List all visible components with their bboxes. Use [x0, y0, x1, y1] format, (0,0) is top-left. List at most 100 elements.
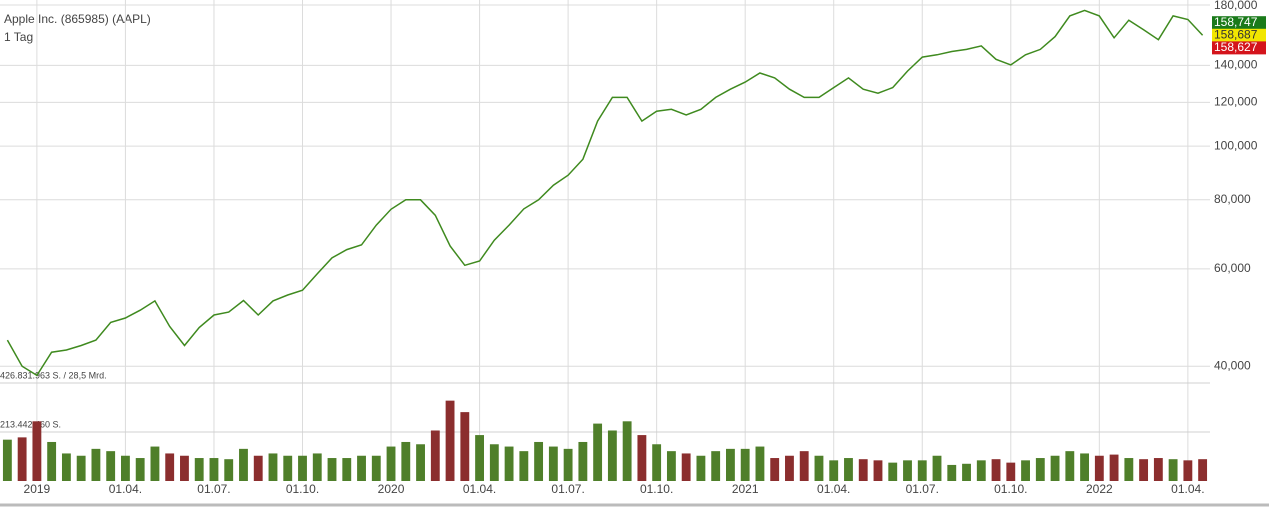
volume-bar [740, 448, 750, 481]
x-tick-label: 01.07. [197, 482, 230, 496]
volume-bar [209, 458, 219, 481]
volume-bar [61, 453, 71, 481]
volume-bar [873, 460, 883, 481]
volume-bar [401, 441, 411, 481]
volume-bar [32, 421, 42, 481]
volume-bar [681, 453, 691, 481]
volume-bar [1035, 458, 1045, 481]
volume-bar [239, 448, 248, 481]
volume-bar [2, 439, 12, 481]
x-tick-label: 01.10. [286, 482, 319, 496]
x-tick-label: 01.10. [994, 482, 1027, 496]
price-label-box [1212, 16, 1266, 30]
x-tick-label: 01.04. [817, 482, 850, 496]
volume-bar [976, 460, 986, 481]
volume-tick-label: 426.831.963 S. / 28,5 Mrd. [0, 370, 107, 380]
volume-bar [342, 458, 352, 481]
volume-bar [696, 455, 706, 481]
volume-bar [1168, 459, 1178, 481]
volume-bar [17, 437, 27, 481]
volume-bar [593, 423, 603, 481]
volume-bar [224, 459, 234, 481]
price-label: 158,627 [1214, 40, 1258, 54]
volume-bar [726, 448, 735, 481]
volume-bar [1124, 458, 1134, 481]
volume-bar [1153, 458, 1163, 481]
price-label: 158,747 [1214, 15, 1258, 29]
x-tick-label: 01.07. [551, 482, 584, 496]
volume-bar [519, 451, 529, 481]
volume-bar [106, 451, 116, 481]
volume-bar [1094, 455, 1104, 481]
price-line [6, 9, 1204, 377]
volume-bar [858, 459, 868, 481]
volume-bar [445, 400, 455, 481]
x-tick-label: 01.04. [1171, 482, 1204, 496]
volume-bar [386, 446, 396, 481]
volume-bar [548, 446, 558, 481]
volume-bar [829, 460, 839, 481]
y-tick-label: 80,000 [1214, 192, 1251, 206]
volume-bar [430, 430, 440, 481]
volume-bar [814, 455, 824, 481]
volume-bar [371, 455, 381, 481]
volume-bar [534, 441, 544, 481]
volume-bar [268, 453, 278, 481]
volume-bar [47, 441, 57, 481]
x-tick-label: 2022 [1086, 482, 1113, 496]
volume-bar [91, 448, 101, 481]
volume-bar [888, 462, 898, 481]
x-tick-label: 01.04. [463, 482, 496, 496]
volume-bar [1139, 459, 1149, 481]
volume-bar [76, 455, 86, 481]
y-tick-label: 100,000 [1214, 138, 1258, 152]
volume-bar [180, 455, 189, 481]
volume-bar [917, 460, 927, 481]
volume-bar [1080, 453, 1089, 481]
price-label-box [1212, 28, 1266, 42]
chart-title: Apple Inc. (865985) (AAPL) [4, 12, 151, 26]
x-tick-label: 2020 [378, 482, 405, 496]
volume-bar [991, 459, 1001, 481]
volume-bar [283, 455, 293, 481]
y-tick-label: 180,000 [1214, 0, 1258, 12]
volume-bar [652, 444, 662, 481]
volume-bar [135, 458, 145, 481]
volume-bar [460, 412, 470, 481]
price-label-box [1212, 41, 1266, 55]
x-tick-label: 2019 [24, 482, 51, 496]
volume-bar [327, 458, 337, 481]
volume-bar [607, 430, 617, 481]
volume-bar [475, 435, 484, 481]
volume-bar [711, 451, 721, 481]
volume-bar [622, 421, 632, 481]
volume-bar [504, 446, 514, 481]
volume-bar [903, 460, 912, 481]
x-tick-label: 01.07. [906, 482, 939, 496]
volume-bar [844, 458, 853, 481]
x-tick-label: 2021 [732, 482, 759, 496]
volume-tick-label: 213.442.460 S. [0, 419, 61, 429]
volume-bar [770, 458, 780, 481]
volume-bar [1065, 451, 1075, 481]
y-tick-label: 120,000 [1214, 95, 1258, 109]
volume-bar [962, 463, 971, 481]
y-tick-label: 60,000 [1214, 261, 1251, 275]
volume-bar [637, 435, 647, 481]
volume-bar [194, 458, 204, 481]
volume-bar [253, 455, 263, 481]
chart-subtitle: 1 Tag [4, 30, 33, 44]
volume-bar [666, 451, 676, 481]
volume-bar [165, 453, 175, 481]
volume-bar [563, 448, 573, 481]
volume-bar [1021, 460, 1030, 481]
price-label: 158,687 [1214, 27, 1258, 41]
volume-bar [755, 446, 765, 481]
x-tick-label: 01.04. [109, 482, 142, 496]
volume-bar [298, 455, 307, 481]
y-tick-label: 40,000 [1214, 358, 1251, 372]
volume-bar [785, 455, 794, 481]
